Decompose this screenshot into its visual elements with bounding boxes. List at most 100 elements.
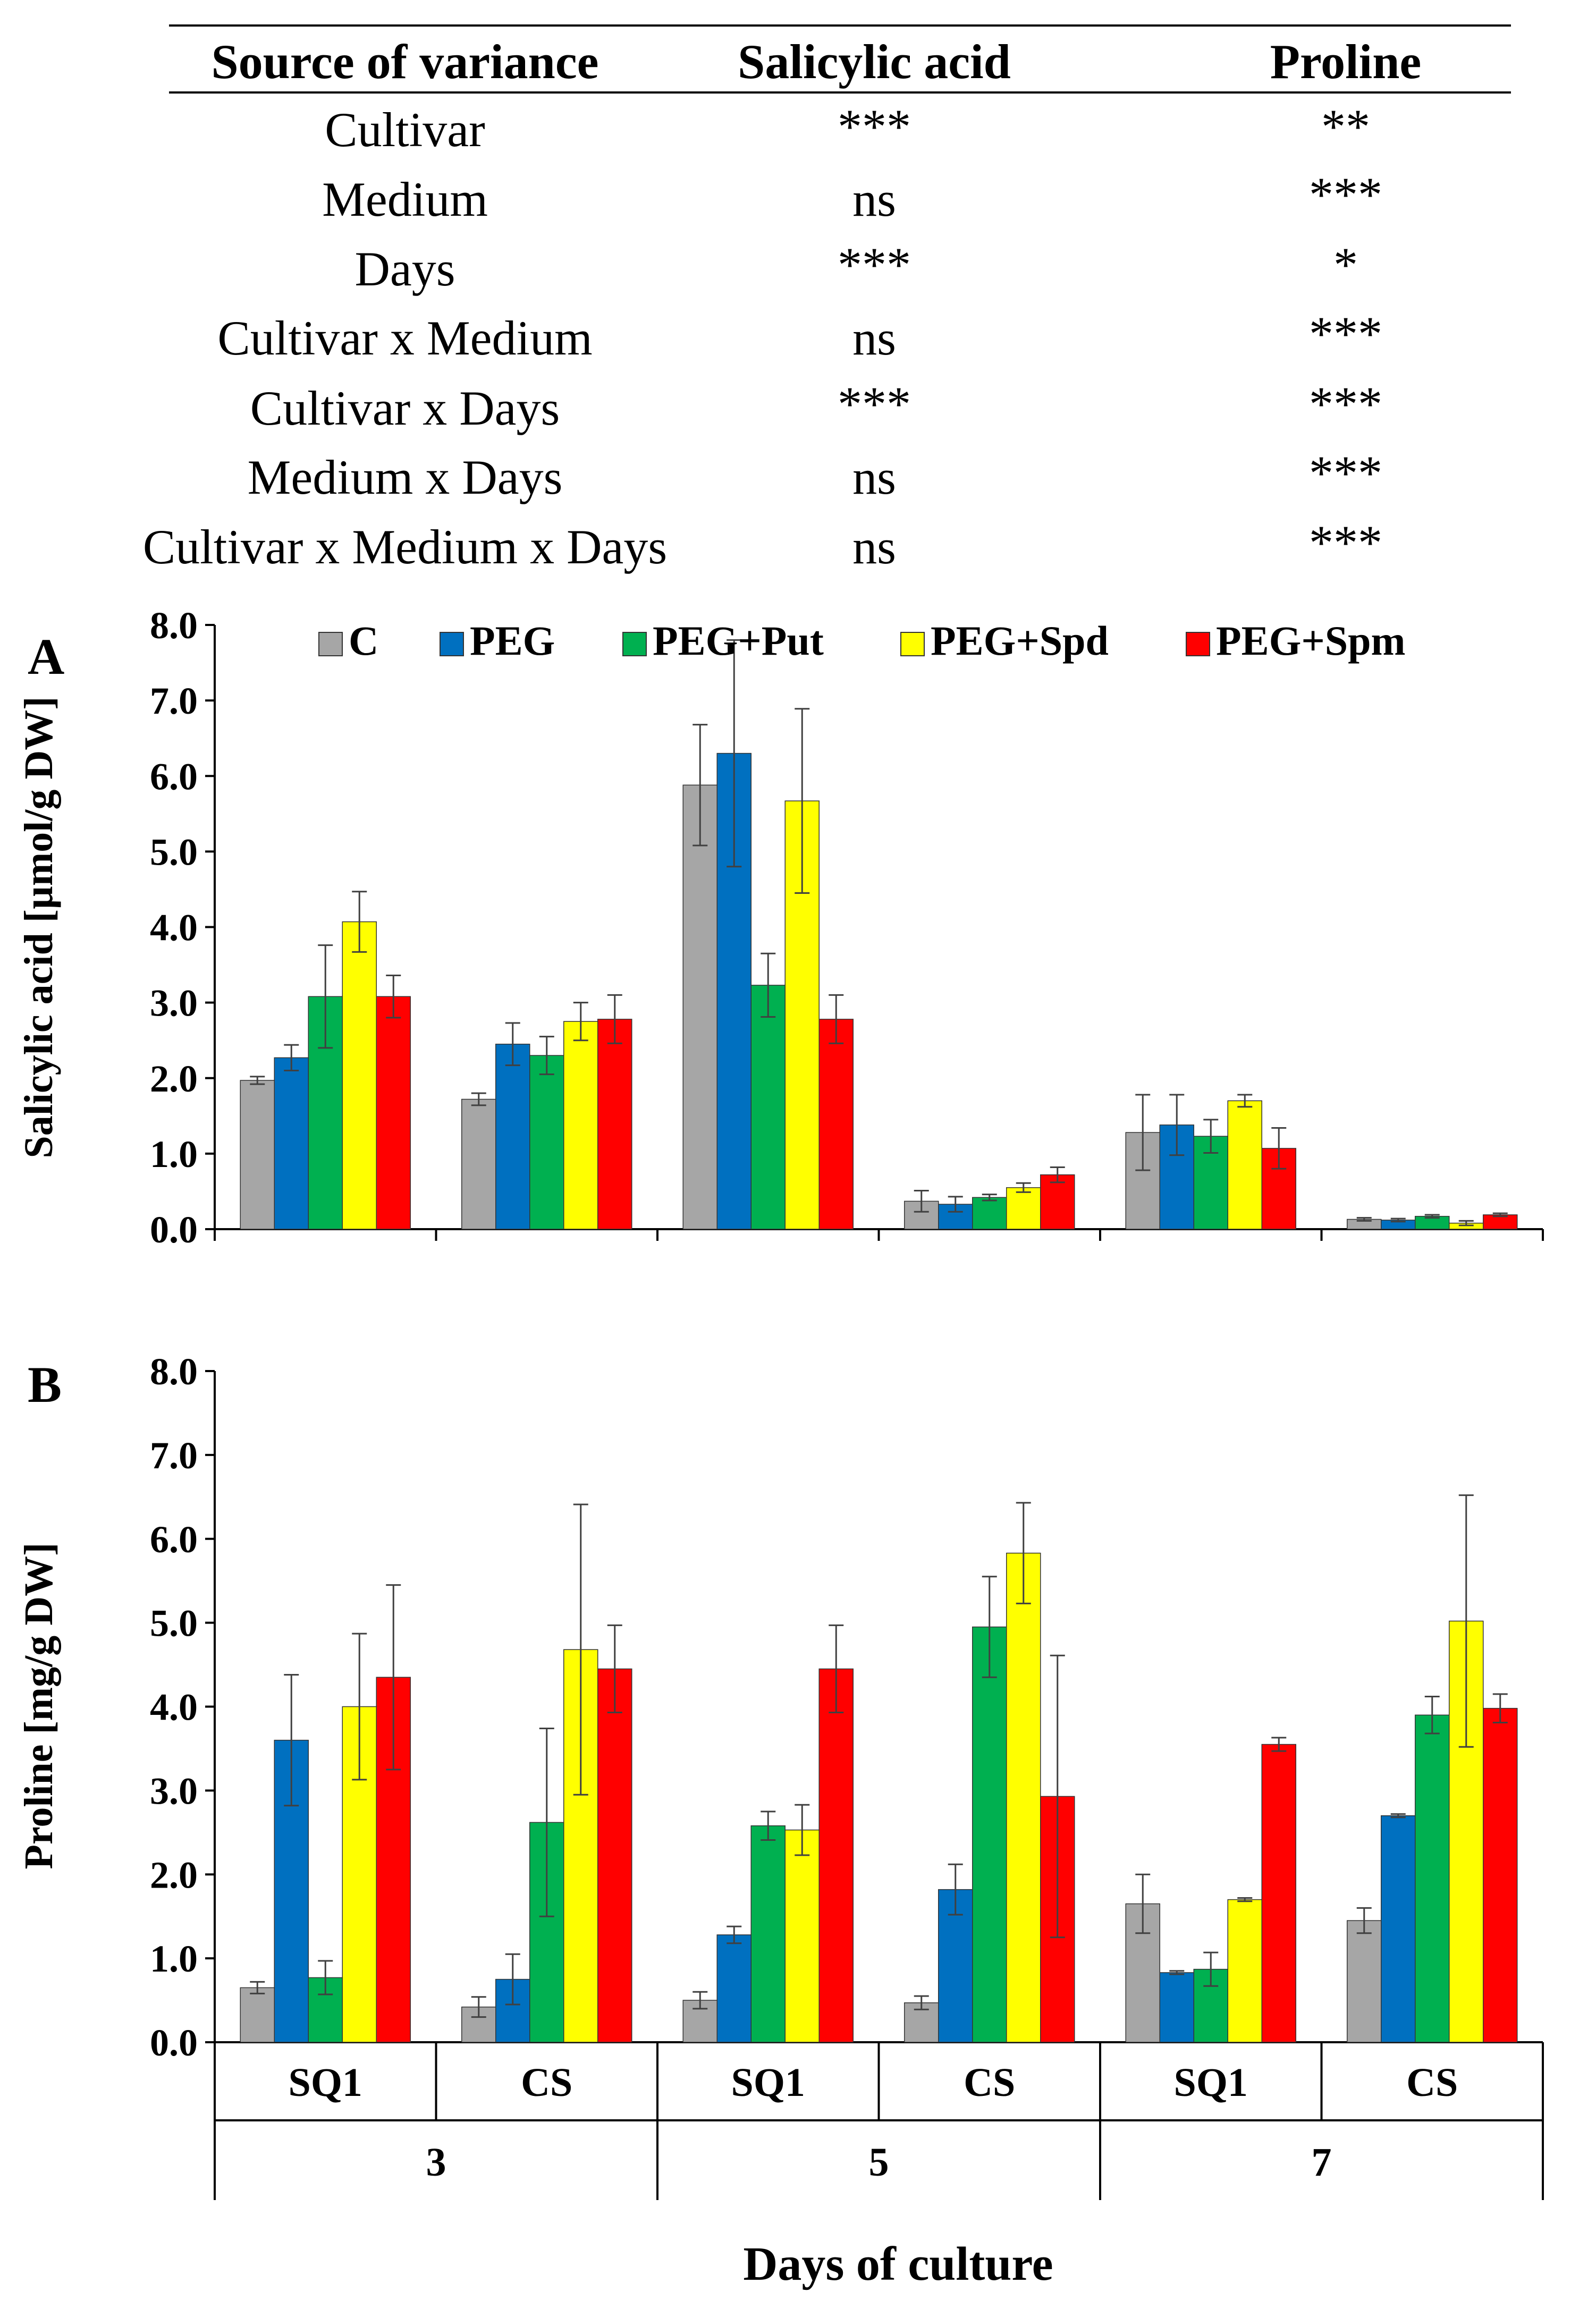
y-tick-label: 2.0: [150, 1058, 198, 1100]
row-source: Cultivar x Medium: [217, 311, 593, 365]
bar-peg-spd: [1006, 1552, 1041, 2043]
bar-c: [240, 1987, 275, 2043]
bar-peg-spm: [1483, 1707, 1518, 2043]
bar-peg-spd: [563, 1021, 598, 1230]
row-pro: ***: [1309, 446, 1382, 500]
day-label: 3: [426, 2140, 446, 2185]
bar-peg-put: [1415, 1714, 1450, 2043]
bar-c: [461, 1098, 496, 1230]
bar-peg-spm: [1483, 1214, 1518, 1230]
row-pro: ***: [1309, 377, 1382, 431]
panel-letter: A: [28, 628, 64, 685]
bar-peg-spd: [1227, 1100, 1262, 1230]
bar-c: [240, 1080, 275, 1230]
bar-peg: [716, 1934, 751, 2043]
legend-label-peg-spm: PEG+Spm: [1216, 618, 1406, 664]
row-source: Cultivar x Medium x Days: [142, 520, 668, 574]
y-tick-label: 1.0: [150, 1938, 198, 1980]
bar-peg-put: [972, 1197, 1007, 1230]
row-sa: ns: [852, 520, 896, 574]
bar-peg-spm: [818, 1019, 854, 1230]
bar-peg-spd: [342, 921, 377, 1230]
bar-peg-spd: [1006, 1187, 1041, 1230]
cultivar-label: CS: [964, 2060, 1015, 2105]
y-tick-label: 7.0: [150, 1434, 198, 1477]
header-salicylic-acid: Salicylic acid: [738, 35, 1011, 89]
bar-peg-put: [972, 1626, 1007, 2043]
row-pro: ***: [1309, 307, 1382, 361]
y-axis-label: Salicylic acid [µmol/g DW]: [16, 696, 61, 1158]
y-tick-label: 6.0: [150, 755, 198, 798]
y-tick-label: 6.0: [150, 1518, 198, 1561]
day-label: 7: [1312, 2140, 1332, 2185]
cultivar-label: CS: [521, 2060, 572, 2105]
row-pro: ***: [1309, 515, 1382, 570]
header-proline: Proline: [1270, 35, 1422, 89]
cultivar-label: SQ1: [289, 2060, 362, 2105]
table-top-rule: [169, 24, 1511, 27]
legend-label-peg-spd: PEG+Spd: [931, 618, 1109, 664]
legend-label-peg: PEG: [470, 618, 555, 664]
y-tick-label: 4.0: [150, 1686, 198, 1729]
row-source: Medium: [322, 172, 488, 226]
cultivar-label: SQ1: [1174, 2060, 1248, 2105]
row-sa: ns: [852, 311, 896, 365]
row-sa: ***: [838, 99, 911, 154]
bar-peg-spd: [1227, 1899, 1262, 2043]
header-source: Source of variance: [211, 35, 599, 89]
y-tick-label: 3.0: [150, 982, 198, 1025]
bar-peg-spm: [1261, 1744, 1296, 2043]
y-tick-label: 2.0: [150, 1854, 198, 1896]
row-sa: ***: [838, 238, 911, 292]
legend-label-peg-put: PEG+Put: [653, 618, 824, 664]
row-sa: ***: [838, 377, 911, 431]
table-header-rule: [169, 91, 1511, 94]
bar-peg-spm: [376, 996, 411, 1230]
row-pro: *: [1333, 238, 1358, 292]
panel-letter: B: [28, 1356, 62, 1413]
legend-swatch-peg: [440, 632, 464, 656]
y-tick-label: 8.0: [150, 604, 198, 647]
row-sa: ns: [852, 450, 896, 504]
bar-peg-put: [750, 985, 786, 1230]
row-sa: ns: [852, 172, 896, 226]
legend-swatch-peg-put: [622, 632, 647, 656]
bar-c: [1347, 1920, 1382, 2043]
bar-peg-spm: [597, 1019, 632, 1230]
row-source: Medium x Days: [247, 450, 563, 504]
row-source: Cultivar: [325, 103, 485, 157]
bar-peg-spm: [1040, 1174, 1075, 1230]
bar-peg-spm: [818, 1668, 854, 2043]
row-pro: **: [1321, 99, 1370, 154]
y-tick-label: 3.0: [150, 1770, 198, 1812]
row-source: Cultivar x Days: [250, 381, 560, 435]
y-tick-label: 4.0: [150, 907, 198, 949]
legend-swatch-peg-spm: [1186, 632, 1210, 656]
y-tick-label: 5.0: [150, 831, 198, 873]
y-tick-label: 7.0: [150, 680, 198, 722]
cultivar-label: CS: [1406, 2060, 1458, 2105]
row-source: Days: [354, 242, 455, 296]
y-tick-label: 0.0: [150, 2022, 198, 2064]
legend-swatch-peg-spd: [900, 632, 925, 656]
bar-peg: [495, 1044, 530, 1230]
y-axis-label: Proline [mg/g DW]: [16, 1543, 61, 1870]
bar-peg: [1159, 1972, 1194, 2043]
bar-peg-spm: [597, 1668, 632, 2043]
bar-peg-put: [750, 1825, 786, 2043]
bar-peg-put: [529, 1055, 564, 1230]
bar-peg-spd: [784, 1829, 820, 2043]
bar-c: [682, 784, 717, 1230]
x-axis-title: Days of culture: [743, 2238, 1053, 2290]
cultivar-label: SQ1: [731, 2060, 805, 2105]
legend-label-c: C: [349, 618, 378, 664]
y-tick-label: 0.0: [150, 1208, 198, 1251]
bar-peg: [274, 1057, 309, 1230]
y-tick-label: 1.0: [150, 1133, 198, 1175]
anova-table: Source of variance Salicylic acid Prolin…: [0, 0, 1596, 579]
y-tick-label: 8.0: [150, 1350, 198, 1393]
y-tick-label: 5.0: [150, 1602, 198, 1645]
legend-swatch-c: [318, 632, 343, 656]
day-label: 5: [869, 2140, 889, 2185]
